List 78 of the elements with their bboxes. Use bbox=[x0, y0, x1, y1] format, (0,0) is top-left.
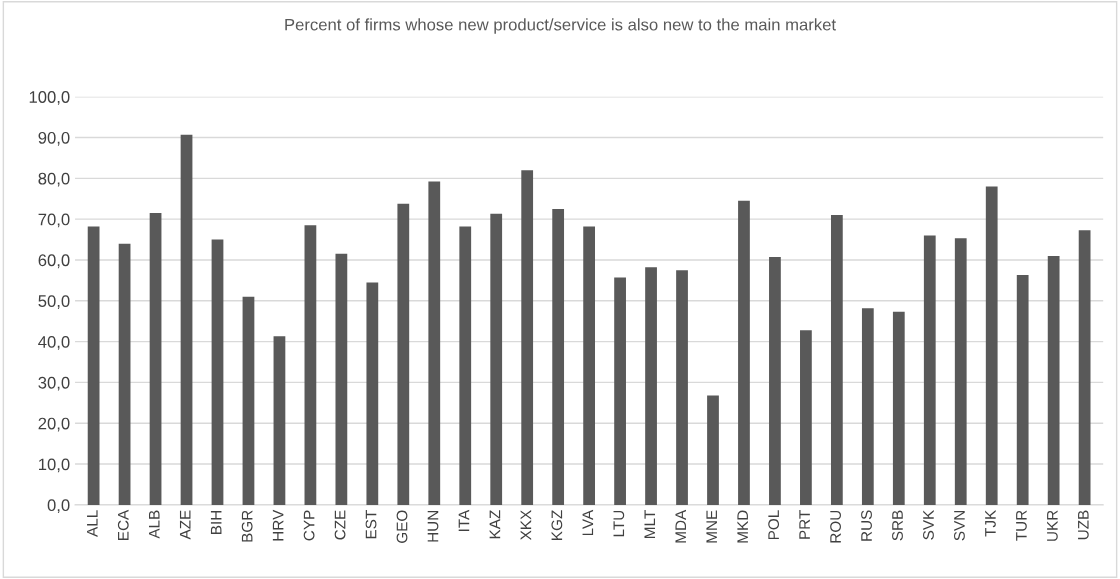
x-tick-label: HRV bbox=[272, 509, 284, 541]
bar bbox=[397, 203, 410, 505]
bar bbox=[490, 213, 503, 505]
bar bbox=[1078, 230, 1091, 505]
bar bbox=[583, 226, 595, 505]
bar bbox=[800, 330, 812, 505]
x-tick-label: KGZ bbox=[551, 510, 563, 540]
bar bbox=[335, 253, 348, 505]
x-tick-label: HUN bbox=[427, 511, 439, 542]
x-tick-label: CZE bbox=[334, 510, 346, 540]
x-tick-label: ALL bbox=[87, 510, 98, 537]
x-tick-label: SVN bbox=[954, 511, 965, 541]
x-tick-label: POL bbox=[768, 510, 780, 540]
x-tick-label: MNE bbox=[706, 510, 717, 543]
x-tick-label: KAZ bbox=[489, 510, 501, 539]
bar bbox=[954, 238, 967, 505]
bar bbox=[1016, 275, 1029, 505]
x-tick-label: BIH bbox=[210, 511, 222, 534]
x-tick-label: SVK bbox=[923, 509, 934, 540]
bar bbox=[242, 296, 255, 505]
y-tick-label: 80,0 bbox=[38, 172, 70, 187]
x-tick-label: PRT bbox=[799, 510, 810, 539]
y-tick-label: 40,0 bbox=[38, 336, 70, 350]
bar bbox=[87, 226, 100, 505]
bar bbox=[149, 213, 162, 505]
bar bbox=[645, 267, 657, 505]
bar bbox=[180, 134, 193, 505]
x-tick-label: TUR bbox=[1016, 510, 1027, 541]
bar bbox=[892, 311, 905, 505]
x-tick-label: EST bbox=[365, 510, 377, 539]
x-tick-label: CYP bbox=[303, 510, 315, 541]
y-tick-label: 70,0 bbox=[38, 213, 70, 228]
bar bbox=[521, 170, 534, 505]
bar bbox=[366, 282, 379, 505]
bar bbox=[923, 235, 936, 505]
bar bbox=[552, 208, 565, 505]
x-tick-label: UZB bbox=[1078, 510, 1089, 540]
bar bbox=[830, 215, 843, 505]
x-tick-label: MKD bbox=[737, 510, 748, 543]
x-tick-label: ALB bbox=[149, 510, 160, 539]
x-tick-label: MDA bbox=[675, 509, 686, 543]
y-tick-label: 20,0 bbox=[38, 417, 70, 432]
x-tick-label: GEO bbox=[396, 510, 408, 543]
bar bbox=[707, 395, 719, 505]
y-tick-label: 100,0 bbox=[29, 91, 70, 105]
bar bbox=[769, 257, 781, 505]
x-tick-label: MLT bbox=[644, 510, 656, 538]
y-tick-label: 10,0 bbox=[39, 458, 70, 473]
bar bbox=[211, 239, 224, 505]
x-tick-label: ROU bbox=[830, 510, 841, 543]
bar bbox=[676, 270, 688, 505]
y-tick-label: 50,0 bbox=[38, 295, 70, 309]
x-tick-label: ITA bbox=[458, 509, 470, 531]
bar bbox=[118, 243, 131, 505]
bar bbox=[985, 186, 998, 505]
x-tick-label: RUS bbox=[861, 510, 872, 541]
y-tick-label: 0,0 bbox=[47, 499, 70, 514]
bar bbox=[614, 277, 626, 505]
x-tick-label: ECA bbox=[117, 509, 129, 540]
x-tick-label: LTU bbox=[613, 510, 625, 537]
bar bbox=[273, 336, 286, 505]
bar bbox=[428, 181, 441, 505]
x-tick-label: UKR bbox=[1047, 510, 1058, 541]
bar bbox=[738, 200, 750, 505]
x-tick-label: LVA bbox=[582, 509, 594, 536]
bar bbox=[861, 308, 874, 505]
x-tick-label: BGR bbox=[241, 510, 253, 542]
x-tick-label: AZE bbox=[179, 510, 191, 540]
x-tick-label: TJK bbox=[985, 509, 996, 537]
chart-title: Percent of firms whose new product/service is also new to the main market bbox=[285, 18, 836, 34]
bar bbox=[459, 226, 472, 505]
y-tick-label: 30,0 bbox=[38, 376, 70, 391]
bar bbox=[1047, 255, 1060, 505]
x-tick-label: SRB bbox=[892, 510, 903, 541]
y-tick-label: 90,0 bbox=[38, 131, 70, 146]
x-tick-label: XKX bbox=[520, 510, 532, 540]
bar bbox=[304, 225, 317, 505]
y-tick-label: 60,0 bbox=[38, 254, 70, 269]
